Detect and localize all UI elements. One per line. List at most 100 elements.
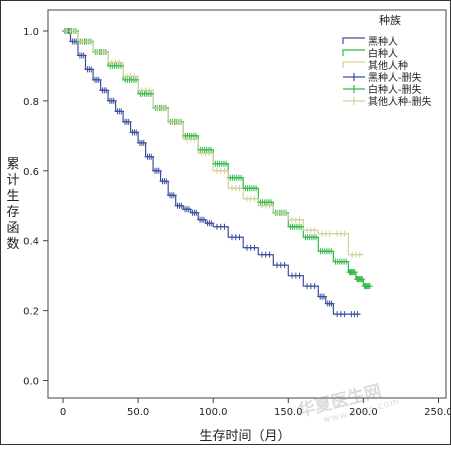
y-axis-label-char: 生: [6, 189, 19, 204]
censor-mark: [193, 132, 200, 139]
censor-mark: [296, 216, 303, 223]
censor-mark: [133, 129, 140, 136]
censor-mark: [266, 202, 273, 209]
censor-mark: [185, 206, 192, 213]
legend-entry: 黑种人: [368, 35, 398, 48]
censor-mark: [131, 73, 138, 80]
censor-mark: [221, 167, 228, 174]
y-tick-label: 1.0: [23, 27, 39, 38]
legend-swatch: [342, 37, 365, 44]
legend-swatch: [343, 85, 365, 93]
censor-mark: [251, 195, 258, 202]
censor-mark: [238, 174, 245, 181]
censor-mark: [146, 87, 153, 94]
plot-area: [47, 9, 447, 399]
censor-mark: [132, 76, 139, 83]
censor-mark: [118, 108, 125, 115]
censor-mark: [341, 311, 348, 318]
censor-mark: [200, 216, 207, 223]
x-tick-label: 0: [60, 407, 66, 418]
censor-mark: [366, 283, 373, 290]
y-axis-label-char: 数: [6, 237, 19, 252]
legend-entry: 其他人种: [368, 59, 408, 72]
x-axis: 0 50.0 100.0 150.0 200.0 250.0: [60, 398, 451, 418]
censor-mark: [328, 300, 335, 307]
censor-mark: [125, 118, 132, 125]
censor-mark: [343, 258, 350, 265]
censor-mark: [311, 283, 318, 290]
y-axis-label-char: 累: [6, 157, 19, 172]
censor-mark: [326, 230, 333, 237]
censor-mark: [236, 185, 243, 192]
censor-mark: [176, 118, 183, 125]
censor-mark: [103, 87, 110, 94]
censor-mark: [148, 153, 155, 160]
censor-mark: [266, 251, 273, 258]
legend-swatch: [342, 61, 365, 68]
censor-mark: [208, 146, 215, 153]
censor-mark: [298, 223, 305, 230]
x-tick-label: 200.0: [349, 407, 378, 418]
censor-mark: [117, 62, 124, 69]
censor-mark: [296, 272, 303, 279]
y-tick-label: 0.4: [23, 237, 39, 248]
censor-mark: [71, 27, 78, 34]
censor-mark: [313, 234, 320, 241]
censor-mark: [281, 262, 288, 269]
legend-entry: 其他人种-删失: [368, 95, 432, 108]
censor-mark: [191, 136, 198, 143]
y-tick-label: 0.0: [23, 377, 39, 388]
x-tick-label: 50.0: [127, 407, 149, 418]
y-axis-label-char: 存: [6, 205, 19, 220]
censor-mark: [354, 311, 361, 318]
censor-mark: [356, 251, 363, 258]
censor-mark: [236, 234, 243, 241]
censor-mark: [140, 139, 147, 146]
censor-mark: [351, 269, 358, 276]
chart-border: [0, 0, 451, 445]
censor-mark: [110, 97, 117, 104]
legend-entry: 白种人-删失: [368, 83, 422, 96]
censor-mark: [341, 230, 348, 237]
censor-mark: [170, 192, 177, 199]
censor-mark: [178, 202, 185, 209]
legend-swatch: [343, 97, 365, 105]
censor-mark: [223, 160, 230, 167]
x-tick-label: 100.0: [199, 407, 228, 418]
censor-marks: [61, 27, 373, 318]
y-axis-label-char: 计: [6, 173, 19, 188]
y-tick-label: 0.2: [23, 307, 39, 318]
censor-mark: [251, 244, 258, 251]
y-tick-label: 0.8: [23, 97, 39, 108]
legend-swatch: [343, 73, 365, 81]
legend-swatch: [342, 49, 365, 56]
x-tick-label: 250.0: [424, 407, 451, 418]
y-tick-label: 0.6: [23, 167, 39, 178]
censor-mark: [253, 185, 260, 192]
censor-mark: [281, 209, 288, 216]
censor-mark: [101, 48, 108, 55]
censor-mark: [320, 293, 327, 300]
censor-mark: [80, 52, 87, 59]
legend-title: 种族: [379, 13, 401, 27]
censor-mark: [328, 248, 335, 255]
x-tick-label: 150.0: [274, 407, 303, 418]
censor-mark: [155, 167, 162, 174]
survival-chart: 0.0 0.2 0.4 0.6 0.8 1.0 0 50.0 100.0 150.0 200.0 2…: [0, 0, 451, 445]
censor-mark: [359, 276, 366, 283]
censor-mark: [206, 150, 213, 157]
censor-mark: [268, 199, 275, 206]
legend-entry: 黑种人-删失: [368, 71, 422, 84]
censor-mark: [95, 76, 102, 83]
censor-mark: [163, 178, 170, 185]
x-axis-label: 生存时间（月）: [199, 429, 290, 444]
censor-mark: [193, 209, 200, 216]
censor-mark: [116, 59, 123, 66]
censor-mark: [147, 90, 154, 97]
legend-entry: 白种人: [368, 47, 398, 60]
censor-mark: [311, 227, 318, 234]
censor-mark: [161, 104, 168, 111]
censor-mark: [208, 220, 215, 227]
